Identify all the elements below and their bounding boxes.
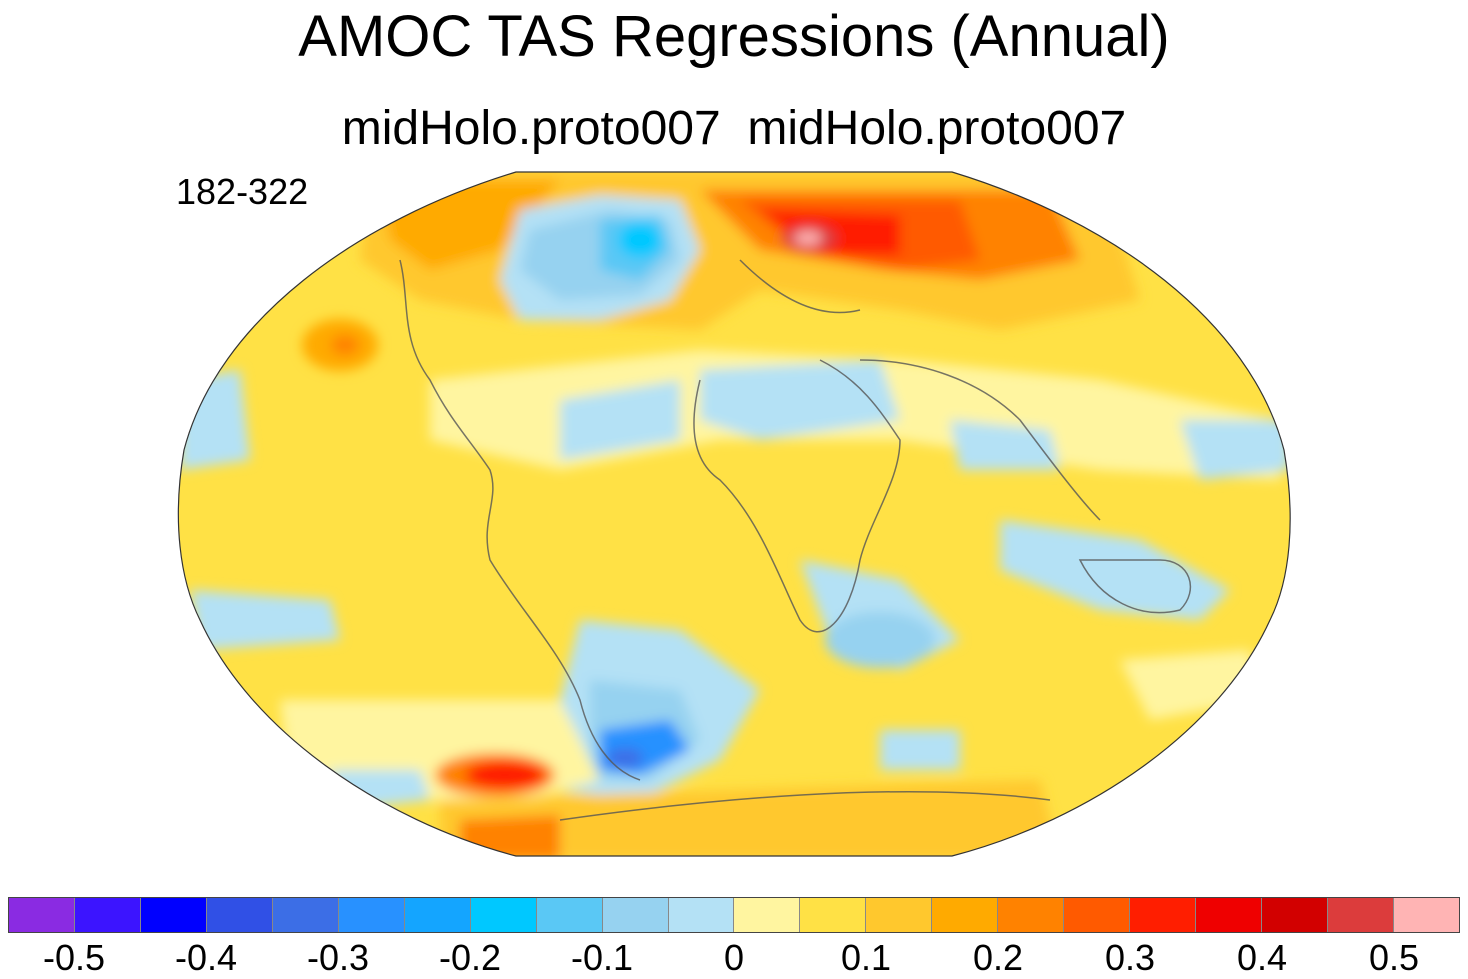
colorbar-swatch	[1394, 898, 1459, 932]
colorbar-swatch	[272, 898, 339, 932]
colorbar-swatch	[866, 898, 933, 932]
colorbar-tick-label: 0	[723, 937, 745, 978]
map-subtitle: midHolo.proto007 midHolo.proto007	[341, 102, 1127, 155]
colorbar-swatch	[536, 898, 603, 932]
colorbar-tick-label: -0.1	[570, 937, 634, 978]
colorbar-tick-label: -0.2	[438, 937, 502, 978]
colorbar-swatch	[206, 898, 273, 932]
colorbar-swatch	[668, 898, 735, 932]
colorbar-tick-label: -0.5	[42, 937, 106, 978]
colorbar-tick-label: 0.5	[1368, 937, 1420, 978]
colorbar-swatch	[140, 898, 207, 932]
year-range-label: 182-322	[176, 171, 309, 212]
colorbar-swatch	[602, 898, 669, 932]
colorbar-swatch	[1262, 898, 1329, 932]
colorbar-tick-label: 0.2	[972, 937, 1024, 978]
colorbar-tick-label: -0.4	[174, 937, 238, 978]
map-outline	[177, 171, 1291, 857]
colorbar-tick-label: 0.3	[1104, 937, 1156, 978]
map-title: AMOC TAS Regressions (Annual)	[298, 4, 1170, 69]
colorbar-swatch	[932, 898, 999, 932]
colorbar-tick-label: 0.1	[840, 937, 892, 978]
colorbar-swatch	[1196, 898, 1263, 932]
colorbar-swatch	[1130, 898, 1197, 932]
colorbar-swatch	[1328, 898, 1395, 932]
colorbar-swatch	[800, 898, 867, 932]
colorbar-swatch	[9, 898, 75, 932]
colorbar-swatch	[74, 898, 141, 932]
colorbar-tick-label: 0.4	[1236, 937, 1288, 978]
colorbar-swatch	[404, 898, 471, 932]
colorbar-swatch	[1064, 898, 1131, 932]
colorbar-swatch	[338, 898, 405, 932]
colorbar	[8, 897, 1460, 933]
colorbar-swatch	[734, 898, 801, 932]
regression-map	[177, 171, 1291, 857]
colorbar-swatch	[998, 898, 1065, 932]
colorbar-swatch	[470, 898, 537, 932]
colorbar-tick-label: -0.3	[306, 937, 370, 978]
map-field	[178, 172, 1291, 856]
